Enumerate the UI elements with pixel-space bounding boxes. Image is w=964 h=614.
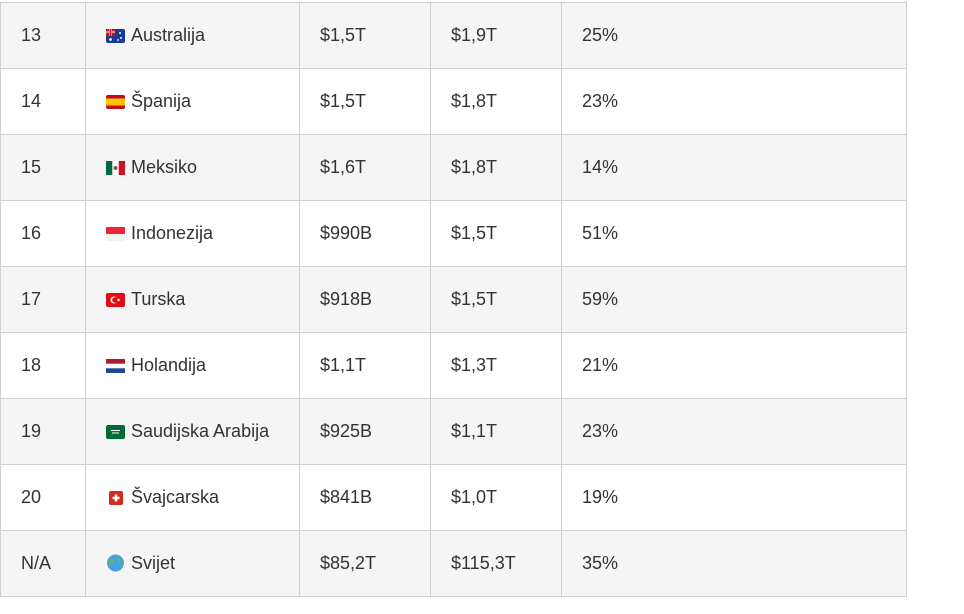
cell: $1,8T	[430, 68, 562, 135]
cell: 21%	[561, 332, 907, 399]
flag-icon	[106, 95, 125, 109]
globe-icon	[107, 554, 124, 572]
cell: Indonezija	[85, 200, 300, 267]
cell: $841B	[299, 464, 431, 531]
cell: Španija	[85, 68, 300, 135]
table-row: N/A Svijet $85,2T $115,3T 35%	[0, 530, 907, 597]
cell: $925B	[299, 398, 431, 465]
cell: Holandija	[85, 332, 300, 399]
cell: $1,5T	[299, 2, 431, 69]
table-row: 18 Holandija $1,1T $1,3T 21%	[0, 332, 907, 399]
cell: 18	[0, 332, 86, 399]
cell: 25%	[561, 2, 907, 69]
cell: 14	[0, 68, 86, 135]
cell: 20	[0, 464, 86, 531]
cell: Saudijska Arabija	[85, 398, 300, 465]
cell: Australija	[85, 2, 300, 69]
table-row: 15 Meksiko $1,6T $1,8T 14%	[0, 134, 907, 201]
cell: 51%	[561, 200, 907, 267]
country-name: Turska	[131, 289, 186, 309]
table-row: 17 Turska $918B $1,5T 59%	[0, 266, 907, 333]
cell: $1,5T	[299, 68, 431, 135]
cell: 16	[0, 200, 86, 267]
cell: Švajcarska	[85, 464, 300, 531]
cell: $1,8T	[430, 134, 562, 201]
cell: $1,0T	[430, 464, 562, 531]
data-table: 13 Australija $1,5T $1,9T 25% 14 Španija…	[0, 2, 907, 597]
cell: 59%	[561, 266, 907, 333]
cell: 23%	[561, 398, 907, 465]
country-name: Meksiko	[131, 157, 198, 177]
cell: 15	[0, 134, 86, 201]
flag-icon	[106, 293, 125, 307]
cell: 35%	[561, 530, 907, 597]
table-row: 19 Saudijska Arabija $925B $1,1T 23%	[0, 398, 907, 465]
country-name: Svijet	[131, 553, 176, 573]
flag-icon	[106, 161, 125, 175]
cell: 17	[0, 266, 86, 333]
cell: $115,3T	[430, 530, 562, 597]
cell: N/A	[0, 530, 86, 597]
cell: $1,1T	[430, 398, 562, 465]
cell: $918B	[299, 266, 431, 333]
cell: 23%	[561, 68, 907, 135]
country-name: Australija	[131, 25, 206, 45]
table-row: 14 Španija $1,5T $1,8T 23%	[0, 68, 907, 135]
country-name: Indonezija	[131, 223, 214, 243]
cell: $1,5T	[430, 266, 562, 333]
country-name: Saudijska Arabija	[131, 421, 270, 441]
cell: $1,9T	[430, 2, 562, 69]
cell: 13	[0, 2, 86, 69]
cell: $85,2T	[299, 530, 431, 597]
flag-icon	[106, 359, 125, 373]
cell: $1,6T	[299, 134, 431, 201]
flag-icon	[106, 29, 125, 43]
cell: $1,3T	[430, 332, 562, 399]
country-name: Holandija	[131, 355, 207, 375]
flag-icon	[109, 491, 123, 505]
flag-icon	[106, 227, 125, 241]
cell: Meksiko	[85, 134, 300, 201]
table-row: 16 Indonezija $990B $1,5T 51%	[0, 200, 907, 267]
cell: Turska	[85, 266, 300, 333]
cell: $1,5T	[430, 200, 562, 267]
cell: $990B	[299, 200, 431, 267]
cell: 14%	[561, 134, 907, 201]
cell: 19	[0, 398, 86, 465]
country-name: Španija	[131, 91, 192, 111]
table-row: 13 Australija $1,5T $1,9T 25%	[0, 2, 907, 69]
cell: Svijet	[85, 530, 300, 597]
country-name: Švajcarska	[131, 487, 220, 507]
cell: $1,1T	[299, 332, 431, 399]
table-row: 20 Švajcarska $841B $1,0T 19%	[0, 464, 907, 531]
flag-icon	[106, 425, 125, 439]
cell: 19%	[561, 464, 907, 531]
